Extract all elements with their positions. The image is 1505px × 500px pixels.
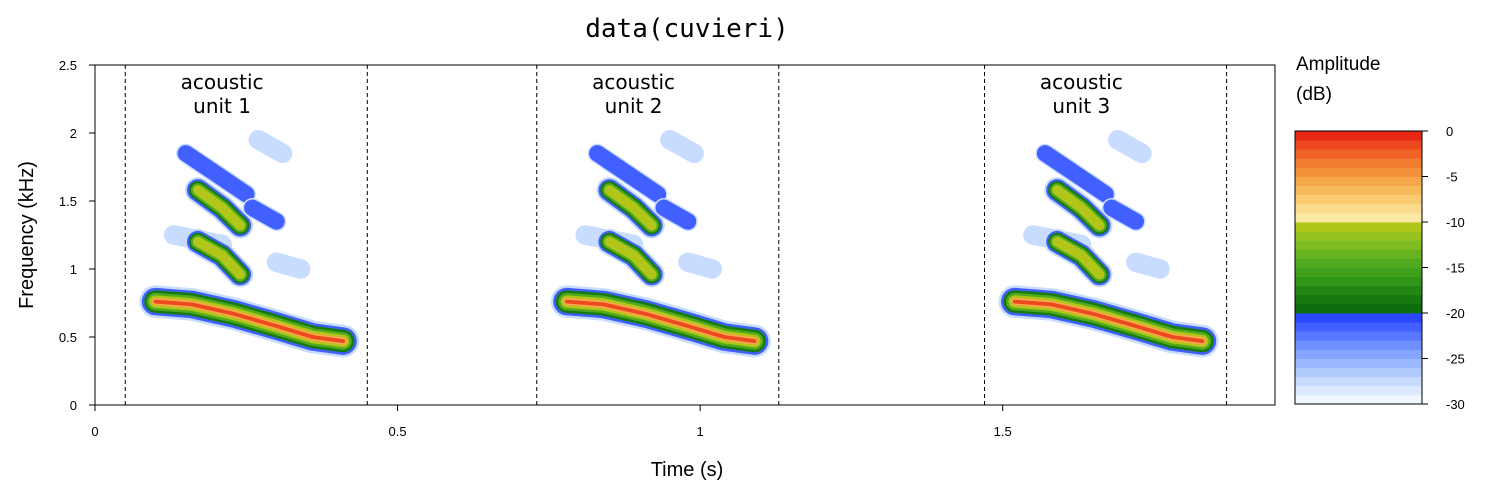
y-axis: 0 0.5 1 1.5 2 2.5 bbox=[59, 58, 95, 413]
faint-band-3-level-0 bbox=[1107, 130, 1152, 164]
faint-band-2-level-1 bbox=[1036, 145, 1114, 203]
unit-2-label-line1: acoustic bbox=[592, 70, 675, 94]
x-tick-label: 0 bbox=[91, 424, 98, 439]
colorbar-swatch bbox=[1295, 340, 1422, 350]
colorbar-tick-label: -30 bbox=[1446, 397, 1465, 412]
harmonic-3-level-4 bbox=[192, 185, 246, 231]
colorbar-swatch bbox=[1295, 167, 1422, 177]
unit-1-label-line2: unit 1 bbox=[193, 94, 251, 118]
harmonic-2-level-4 bbox=[192, 236, 246, 280]
harmonic-3-level-4 bbox=[604, 185, 657, 231]
colorbar-swatch bbox=[1295, 185, 1422, 196]
colorbar-tick-label: -25 bbox=[1446, 352, 1465, 367]
y-tick-label: 0.5 bbox=[59, 330, 77, 345]
colorbar-swatch bbox=[1295, 222, 1422, 232]
plot-frame bbox=[94, 64, 1276, 406]
faint-band-4-level-1 bbox=[655, 199, 697, 230]
fundamental-level-6 bbox=[1012, 299, 1205, 343]
unit-3-label-line1: acoustic bbox=[1040, 70, 1123, 94]
colorbar-swatch bbox=[1295, 240, 1422, 250]
y-tick-label: 2 bbox=[70, 126, 77, 141]
colorbar-tick-label: -5 bbox=[1446, 170, 1458, 185]
x-axis: 0 0.5 1 1.5 bbox=[91, 405, 1012, 439]
colorbar-swatch bbox=[1295, 331, 1422, 341]
harmonic-3-level-4 bbox=[1052, 185, 1105, 231]
faint-band-5-level-0 bbox=[678, 252, 722, 279]
colorbar-swatch bbox=[1295, 376, 1422, 387]
colorbar-swatch bbox=[1295, 313, 1422, 323]
colorbar-swatch bbox=[1295, 303, 1422, 314]
colorbar-swatch bbox=[1295, 176, 1422, 186]
colorbar-swatch bbox=[1295, 249, 1422, 259]
faint-band-4-level-1 bbox=[1103, 199, 1145, 230]
colorbar-swatch bbox=[1295, 203, 1422, 214]
faint-band-5-level-0 bbox=[266, 252, 311, 279]
colorbar-swatch bbox=[1295, 231, 1422, 241]
call-unit-1 bbox=[139, 130, 360, 358]
harmonic-2-level-4 bbox=[1052, 236, 1105, 280]
y-tick-label: 2.5 bbox=[59, 58, 77, 73]
x-tick-label: 1 bbox=[697, 424, 704, 439]
y-tick-label: 0 bbox=[70, 398, 77, 413]
x-tick-label: 1.5 bbox=[994, 424, 1012, 439]
colorbar-title-line2: (dB) bbox=[1296, 84, 1332, 105]
colorbar-swatch bbox=[1295, 258, 1422, 268]
colorbar-swatch bbox=[1295, 140, 1422, 150]
colorbar-swatch bbox=[1295, 385, 1422, 396]
unit-2-label-line2: unit 2 bbox=[605, 94, 663, 118]
colorbar-swatch bbox=[1295, 358, 1422, 368]
call-unit-2 bbox=[550, 130, 771, 358]
faint-band-3-level-0 bbox=[660, 130, 704, 164]
fundamental-level-6 bbox=[153, 299, 345, 343]
colorbar-tick-label: 0 bbox=[1446, 124, 1453, 139]
colorbar-swatch bbox=[1295, 394, 1422, 405]
call-unit-3 bbox=[998, 130, 1219, 358]
colorbar-swatch bbox=[1295, 212, 1422, 223]
y-tick-label: 1.5 bbox=[59, 194, 77, 209]
x-tick-label: 0.5 bbox=[389, 424, 407, 439]
faint-band-2-level-1 bbox=[589, 145, 667, 203]
colorbar-swatch bbox=[1295, 149, 1422, 159]
faint-band-4-level-1 bbox=[244, 199, 285, 230]
unit-3-label-line2: unit 3 bbox=[1052, 94, 1110, 118]
faint-band-5-level-0 bbox=[1126, 252, 1170, 279]
chart-title: data(cuvieri) bbox=[585, 14, 789, 44]
y-tick-label: 1 bbox=[70, 262, 77, 277]
colorbar-title-line1: Amplitude bbox=[1296, 54, 1381, 75]
colorbar-swatch bbox=[1295, 322, 1422, 332]
harmonic-2-level-4 bbox=[604, 236, 657, 280]
faint-band-2-level-1 bbox=[177, 145, 255, 203]
y-axis-label: Frequency (kHz) bbox=[16, 161, 38, 309]
colorbar-tick-label: -15 bbox=[1446, 261, 1465, 276]
colorbar-tick-label: -20 bbox=[1446, 306, 1465, 321]
colorbar-swatch bbox=[1295, 367, 1422, 378]
colorbar-swatch bbox=[1295, 131, 1422, 141]
fundamental-level-6 bbox=[565, 299, 757, 343]
colorbar-swatch bbox=[1295, 285, 1422, 296]
colorbar-swatch bbox=[1295, 158, 1422, 168]
colorbar-swatch bbox=[1295, 276, 1422, 287]
faint-band-3-level-0 bbox=[248, 130, 293, 164]
colorbar-swatch bbox=[1295, 349, 1422, 359]
colorbar-tick-label: -10 bbox=[1446, 215, 1465, 230]
colorbar-swatch bbox=[1295, 194, 1422, 205]
colorbar-swatch bbox=[1295, 294, 1422, 305]
x-axis-label: Time (s) bbox=[651, 459, 724, 481]
colorbar-swatch bbox=[1295, 267, 1422, 277]
colorbar: 0 -5 -10 -15 -20 -25 -30 bbox=[1294, 124, 1465, 412]
unit-1-label-line1: acoustic bbox=[181, 70, 264, 94]
